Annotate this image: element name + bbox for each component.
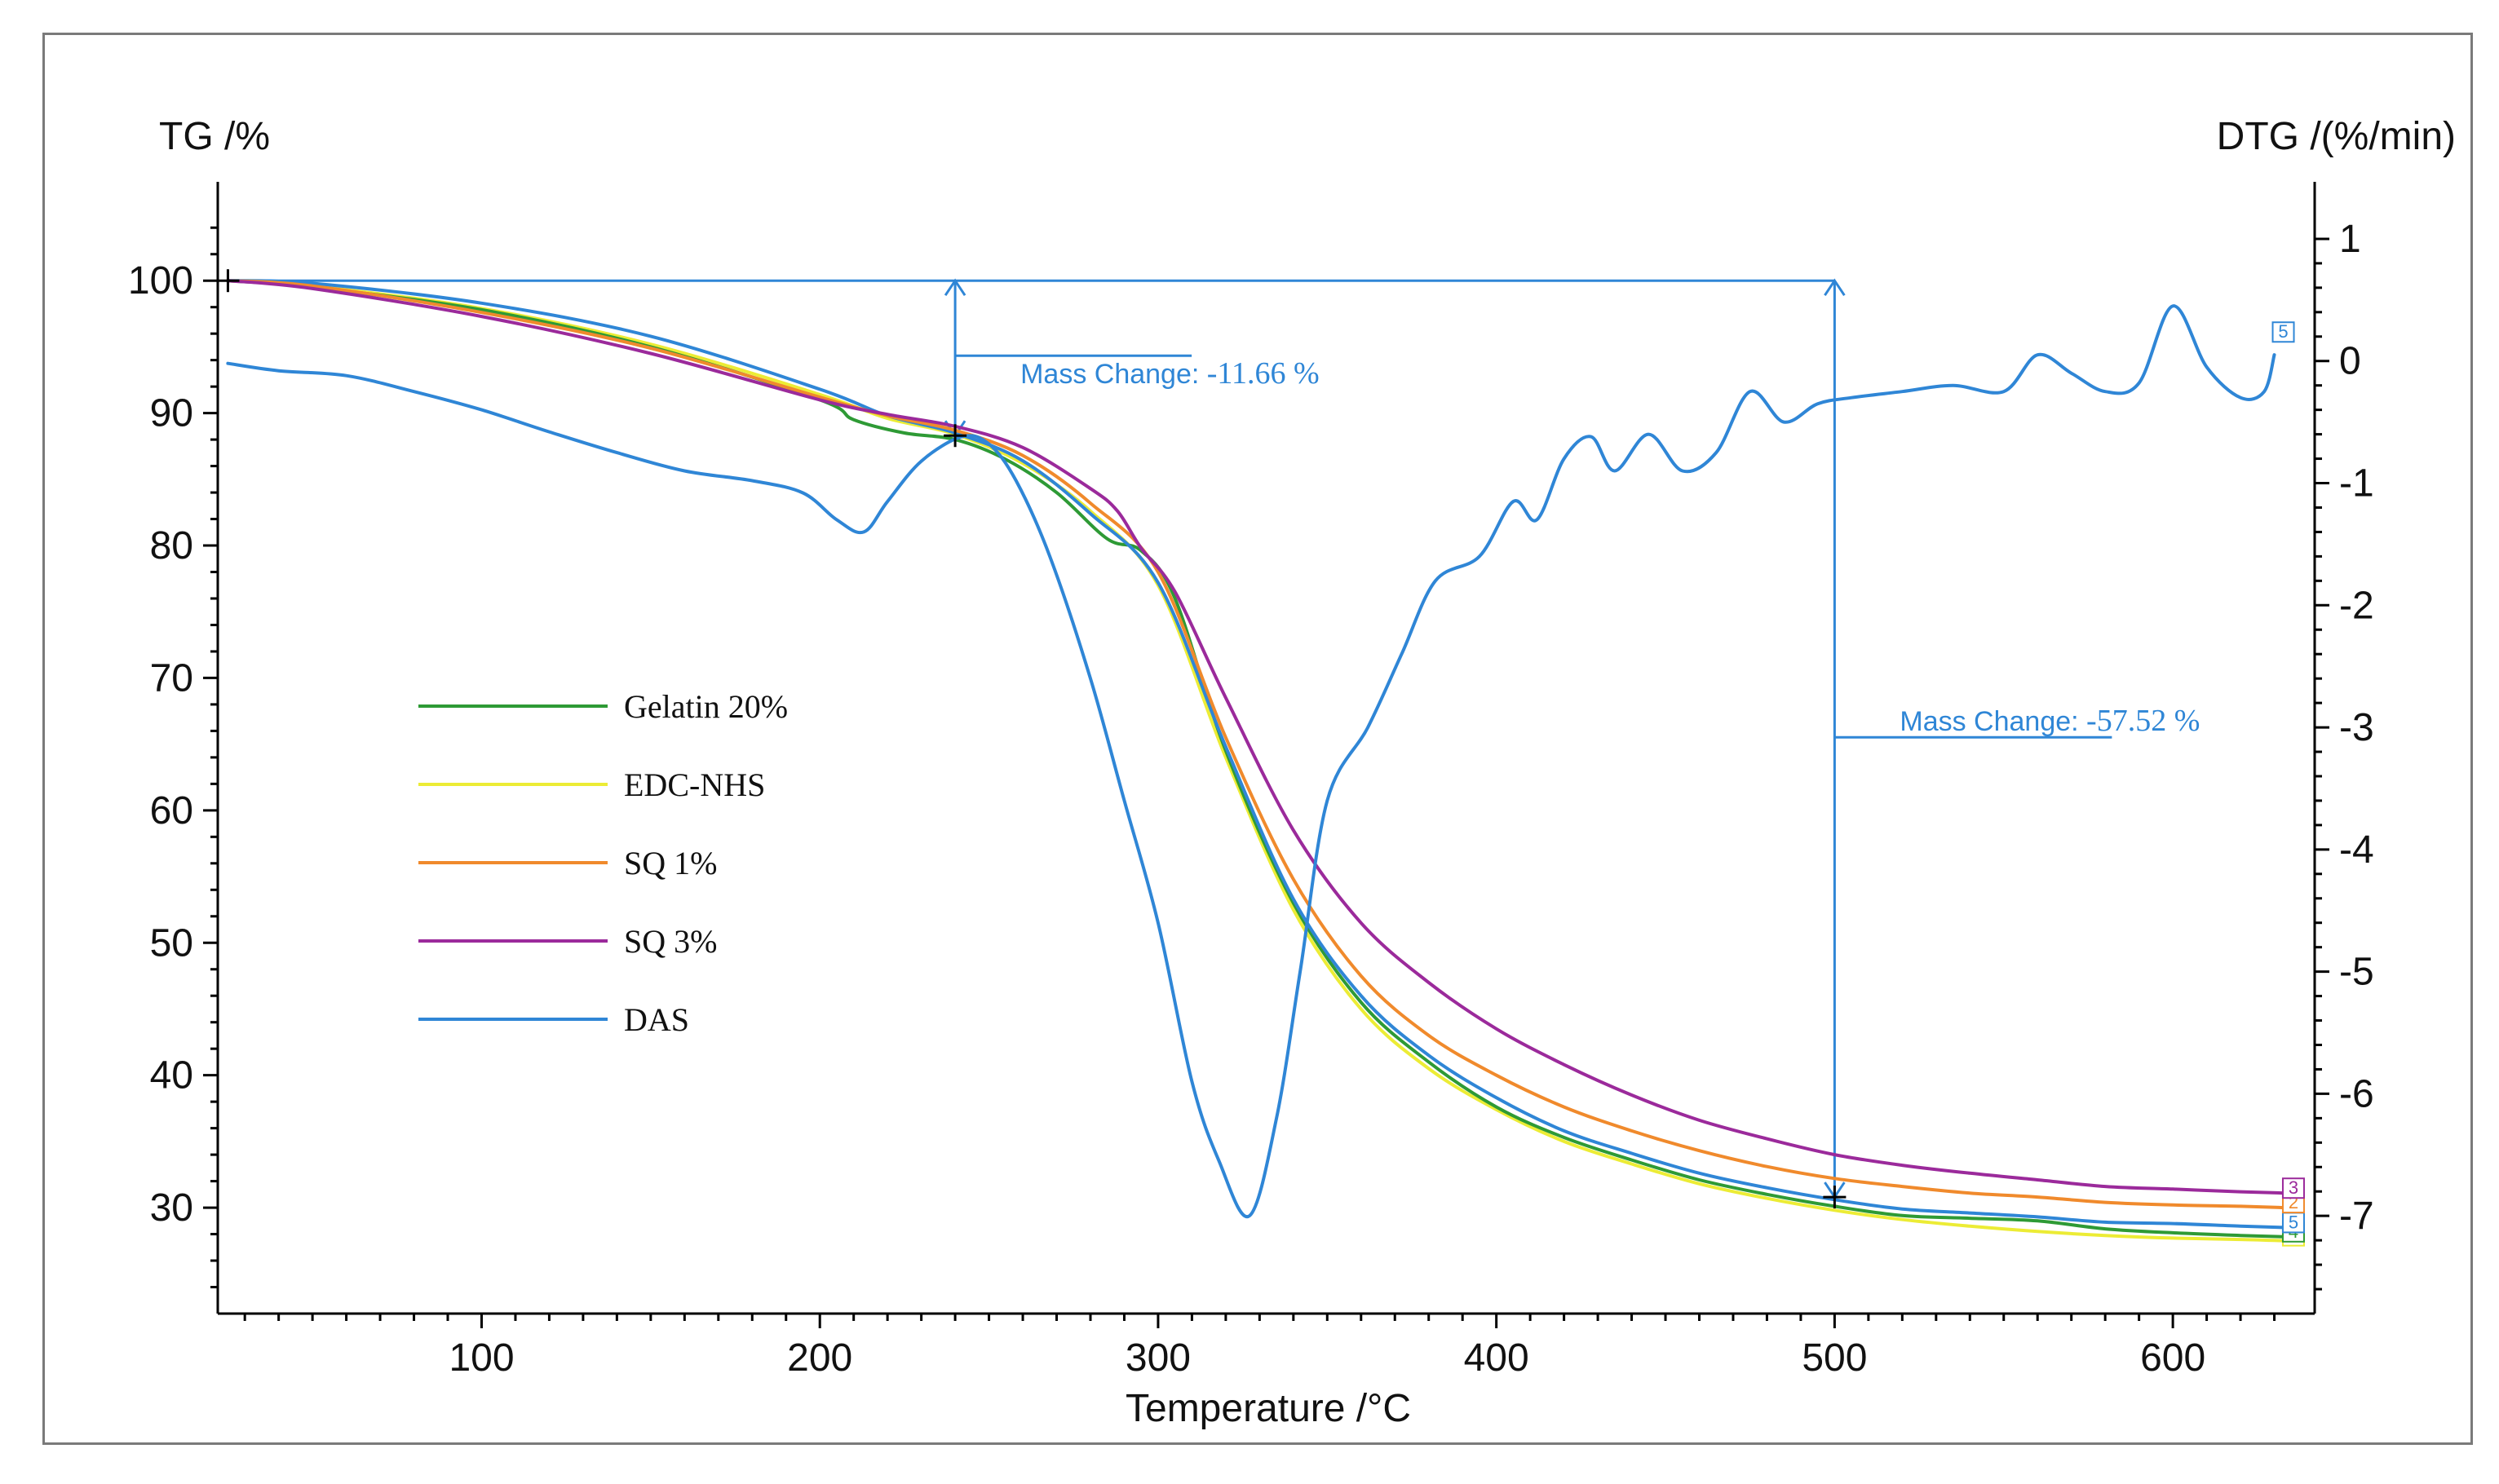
ticks: 100 200 300 400 500 60030405060708090100-7-6-… [128,218,2374,1380]
series-end-badge-dtg: 5 [2271,321,2295,343]
tg-dtg-chart: 100 200 300 400 500 60030405060708090100-7-6-… [128,115,2456,1430]
series-end-badge-das: 5 [2281,1212,2305,1234]
y-right-tick-label: -7 [2339,1195,2374,1238]
series-end-badge-box [2271,321,2295,343]
annotation-prefix: Mass Change: [1020,359,1207,390]
x-tick-label: 500 [1802,1336,1867,1380]
series-line-sq3 [226,279,2286,1195]
legend-label: SQ 3% [624,923,717,960]
y-left-tick-label: 70 [150,656,193,700]
crosshair-marker [1823,1186,1847,1209]
y-right-tick-label: -3 [2339,706,2374,749]
y-right-tick-label: -6 [2339,1072,2374,1115]
annotation-label: Mass Change: -57.52 % [1900,704,2200,738]
series-end-badge-box [2281,1177,2305,1199]
x-axis-title: Temperature /°C [1126,1387,1411,1430]
y-left-tick-label: 90 [150,392,193,435]
series-line-das [226,279,2286,1230]
legend-item-sq3: SQ 3% [418,923,717,960]
series-end-badge-sq3: 3 [2281,1177,2305,1199]
series-end-badge-box [2281,1212,2305,1234]
legend-label: SQ 1% [624,845,717,881]
y-left-tick-label: 30 [150,1186,193,1230]
y-left-tick-label: 100 [128,259,193,303]
legend: Gelatin 20% EDC-NHS SQ 1% SQ 3% DAS [418,688,788,1038]
legend-label: EDC-NHS [624,766,765,803]
legend-label: DAS [624,1001,689,1038]
legend-item-gelatin: Gelatin 20% [418,688,788,725]
legend-item-edc: EDC-NHS [418,766,765,803]
annotation-arrow-head-up [944,278,966,297]
annotation-arrow-head-up [1824,278,1846,297]
y-right-tick-label: 1 [2339,218,2361,261]
x-tick-label: 300 [1126,1336,1191,1380]
crosshair-marker [216,269,240,293]
annotations: Mass Change: -11.66 %Mass Change: -57.52… [228,278,2200,1199]
y-left-title: TG /% [159,115,270,158]
y-left-tick-label: 40 [150,1054,193,1098]
y-left-tick-label: 60 [150,789,193,833]
annotation-prefix: Mass Change: [1900,706,2086,737]
y-right-tick-label: -1 [2339,462,2374,506]
series-end-badge-label: 5 [2278,321,2288,342]
chart-frame: 100 200 300 400 500 600 30 40 50 60 70 80 90 100 -7 -6-… [42,33,2473,1445]
crosshair-marker [944,424,967,448]
series-line-dtg [226,304,2276,1219]
series-curves: 145235 [226,279,2305,1247]
y-right-tick-label: -4 [2339,828,2374,872]
annotation-label: Mass Change: -11.66 % [1020,356,1320,391]
x-tick-label: 200 [787,1336,852,1380]
annotation-value: -57.52 % [2086,704,2200,738]
y-right-tick-label: 0 [2339,340,2361,383]
x-tick-label: 400 [1464,1336,1529,1380]
legend-item-das: DAS [418,1001,689,1038]
x-tick-label: 100 [449,1336,514,1380]
axes [216,182,2316,1315]
y-right-tick-label: -2 [2339,584,2374,627]
point-markers [216,269,1847,1209]
series-line-sq1 [226,279,2286,1210]
series-line-edc [226,279,2286,1243]
series-end-badge-label: 3 [2289,1177,2298,1198]
legend-item-sq1: SQ 1% [418,845,717,881]
x-tick-label: 600 [2140,1336,2205,1380]
y-right-title: DTG /(%/min) [2217,115,2456,158]
y-left-tick-label: 50 [150,921,193,965]
y-right-tick-label: -5 [2339,951,2374,994]
annotation-value: -11.66 % [1207,356,1320,391]
series-end-badge-label: 5 [2289,1212,2298,1232]
y-left-tick-label: 80 [150,524,193,568]
legend-label: Gelatin 20% [624,688,788,725]
